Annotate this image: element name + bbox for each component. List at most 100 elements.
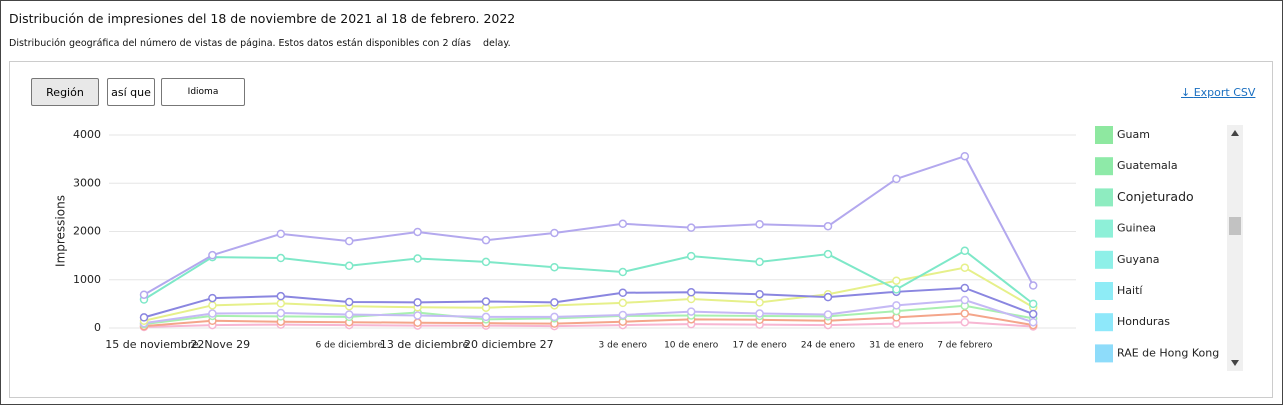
- data-point: [892, 301, 901, 310]
- data-point: [823, 249, 833, 259]
- legend-swatch: [1095, 219, 1113, 238]
- city-button[interactable]: así que: [107, 78, 155, 106]
- x-tick-label: 22Nove 29: [190, 338, 250, 351]
- legend-label: Guyana: [1117, 253, 1159, 266]
- export-csv[interactable]: ↓ Export CSV: [1181, 86, 1256, 99]
- data-point: [481, 257, 491, 267]
- y-tick-label: 0: [94, 321, 101, 334]
- data-point: [823, 310, 833, 319]
- series-line: [143, 155, 1035, 296]
- region-button[interactable]: Región: [31, 78, 99, 106]
- x-tick-label: 15 de noviembre: [105, 338, 199, 351]
- y-tick-label: 4000: [73, 128, 101, 141]
- y-tick-label: 2000: [73, 225, 101, 238]
- title: Distribución de impresiones del 18 de no…: [9, 11, 516, 26]
- data-point: [208, 293, 217, 303]
- legend-swatch: [1095, 188, 1113, 207]
- data-point: [755, 309, 764, 318]
- y-tick-label: 3000: [73, 176, 101, 189]
- data-point: [550, 228, 559, 238]
- chart-panel: [9, 61, 1273, 398]
- legend-swatch: [1095, 282, 1113, 300]
- y-tick-label: 1000: [73, 273, 101, 286]
- data-point: [276, 229, 286, 239]
- data-point: [686, 223, 696, 232]
- data-point: [550, 298, 559, 307]
- data-point: [344, 297, 354, 307]
- series-line: [143, 299, 1034, 325]
- x-tick-label: 13 de diciembre: [380, 338, 470, 351]
- legend-swatch: [1095, 126, 1113, 144]
- data-point: [892, 285, 901, 294]
- series-line: [143, 312, 1034, 328]
- data-point: [960, 246, 970, 256]
- scrollbar-track: [1227, 125, 1243, 371]
- data-point: [208, 250, 217, 260]
- data-point: [413, 311, 422, 320]
- data-point: [823, 292, 833, 302]
- data-point: [276, 291, 286, 301]
- series-line: [143, 286, 1034, 319]
- legend-label: Guam: [1117, 128, 1150, 141]
- data-point: [960, 283, 970, 293]
- data-point: [481, 297, 491, 306]
- legend-label: Honduras: [1117, 315, 1170, 328]
- data-point: [413, 318, 422, 327]
- data-point: [344, 261, 354, 271]
- data-point: [139, 290, 149, 299]
- data-point: [139, 313, 149, 322]
- scroll-up: [1231, 130, 1239, 136]
- data-point: [686, 288, 696, 297]
- data-point: [960, 151, 970, 161]
- data-point: [481, 235, 491, 245]
- data-point: [755, 289, 764, 299]
- legend-label: Conjeturado: [1117, 189, 1194, 204]
- legend-label: Haití: [1117, 284, 1143, 297]
- data-point: [413, 254, 422, 263]
- data-point: [276, 308, 286, 318]
- delay: delay.: [483, 38, 511, 49]
- language-button[interactable]: Idioma: [161, 78, 245, 106]
- scrollbar-thumb: [1229, 217, 1241, 235]
- data-point: [618, 288, 628, 298]
- data-point: [1028, 309, 1038, 319]
- data-point: [276, 299, 286, 308]
- x-tick-label: 3 de enero: [599, 341, 648, 351]
- data-point: [960, 295, 970, 305]
- data-point: [618, 267, 628, 277]
- scroll-down: [1231, 360, 1239, 366]
- data-point: [960, 309, 970, 318]
- data-point: [1028, 317, 1038, 327]
- data-point: [550, 262, 559, 272]
- x-tick-label: 24 de enero: [801, 341, 856, 351]
- legend-label: RAE de Hong Kong: [1117, 346, 1219, 359]
- series-line: [143, 249, 1034, 305]
- data-point: [755, 220, 764, 229]
- data-point: [1028, 299, 1038, 309]
- subtitle: Distribución geográfica del número de vi…: [9, 38, 471, 49]
- legend-label: Guatemala: [1117, 159, 1178, 172]
- x-tick-label: 20 diciembre 27: [464, 338, 554, 351]
- data-point: [208, 309, 217, 318]
- data-point: [755, 257, 764, 267]
- y-axis-label: Impressions: [54, 195, 68, 267]
- data-point: [823, 221, 833, 231]
- legend-swatch: [1095, 157, 1113, 176]
- data-point: [618, 310, 628, 320]
- data-point: [1028, 281, 1038, 290]
- legend-swatch: [1095, 250, 1113, 269]
- data-point: [960, 317, 970, 327]
- data-point: [550, 312, 559, 322]
- data-point: [481, 312, 491, 322]
- legend-label: Guinea: [1117, 222, 1156, 235]
- data-point: [413, 227, 422, 237]
- x-tick-label: 10 de enero: [664, 341, 719, 351]
- export-text: Export CSV: [1193, 86, 1256, 99]
- data-point: [413, 298, 422, 307]
- x-tick-label: 6 de diciembre: [315, 341, 383, 351]
- data-point: [892, 276, 901, 285]
- series-line: [143, 321, 1034, 329]
- x-tick-label: 17 de enero: [732, 341, 787, 351]
